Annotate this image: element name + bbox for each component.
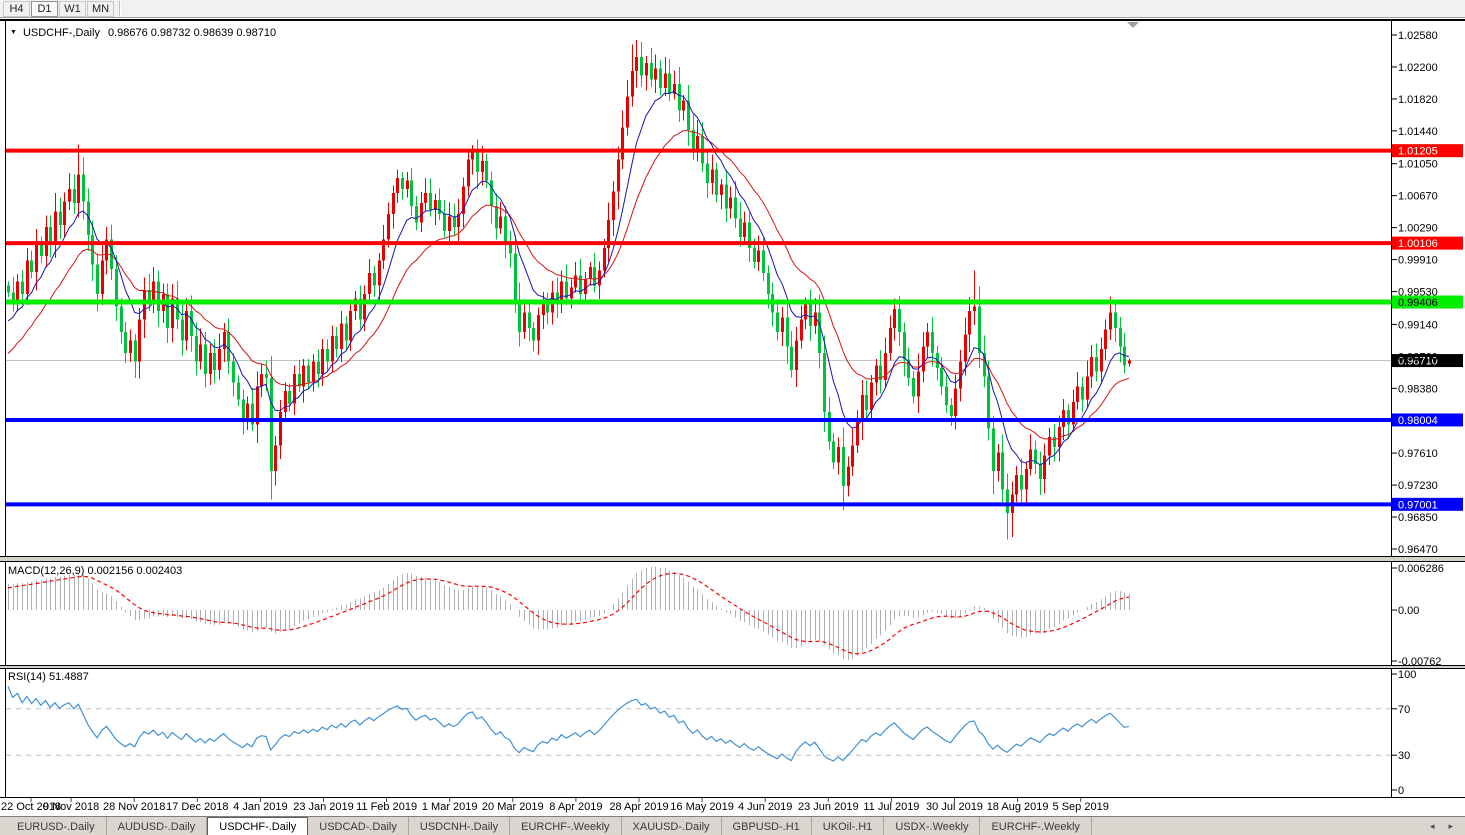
svg-text:0.98760: 0.98760 [1398,351,1438,363]
svg-text:11 Feb 2019: 11 Feb 2019 [356,801,417,813]
chart-ohlc-values: 0.98676 0.98732 0.98639 0.98710 [107,27,277,39]
svg-text:1.01050: 1.01050 [1398,159,1438,171]
tab-scroll-left-icon[interactable]: ◂ [1429,820,1435,831]
current-price-line: 0.98710 [6,354,1463,368]
ma-slow-line [7,130,1130,441]
toolbar-separator [119,1,121,16]
svg-text:5 Sep 2019: 5 Sep 2019 [1053,801,1109,813]
macd-signal-line [7,572,1130,655]
rsi-line [7,686,1130,762]
chart-tab-eurusd-daily[interactable]: EURUSD-.Daily [6,817,107,835]
chart-tab-eurchf-weekly[interactable]: EURCHF-.Weekly [980,817,1092,835]
timeframe-toolbar: H4 D1 W1 MN [0,0,1465,18]
svg-text:4 Jan 2019: 4 Jan 2019 [233,801,287,813]
timeframe-button-d1[interactable]: D1 [31,0,58,17]
timeframe-button-mn[interactable]: MN [87,0,114,17]
svg-text:16 May 2019: 16 May 2019 [670,801,734,813]
ma-fast-line [7,90,1130,466]
chart-window-borders [0,19,1465,798]
macd-indicator-label: MACD(12,26,9) 0.002156 0.002403 [8,565,183,577]
svg-text:0.98380: 0.98380 [1398,383,1438,395]
svg-text:0.99910: 0.99910 [1398,255,1438,267]
svg-text:30 Jul 2019: 30 Jul 2019 [926,801,983,813]
svg-text:0.006286: 0.006286 [1398,563,1444,575]
chart-tab-gbpusd-h1[interactable]: GBPUSD-.H1 [722,817,812,835]
svg-text:0.96850: 0.96850 [1398,512,1438,524]
chart-title: USDCHF-,Daily [22,27,100,39]
svg-text:1.01205: 1.01205 [1398,146,1438,158]
svg-text:17 Dec 2018: 17 Dec 2018 [166,801,228,813]
svg-text:0.97610: 0.97610 [1398,448,1438,460]
svg-text:0.98710: 0.98710 [1398,356,1438,368]
svg-text:23 Jan 2019: 23 Jan 2019 [293,801,354,813]
svg-text:0: 0 [1398,785,1404,797]
chart-tab-xauusd-daily[interactable]: XAUUSD-.Daily [622,817,722,835]
svg-text:28 Apr 2019: 28 Apr 2019 [609,801,668,813]
svg-text:0.96470: 0.96470 [1398,544,1438,556]
svg-text:100: 100 [1398,669,1416,681]
svg-text:0.99140: 0.99140 [1398,319,1438,331]
svg-text:70: 70 [1398,704,1410,716]
svg-text:30: 30 [1398,750,1410,762]
svg-text:1.02580: 1.02580 [1398,30,1438,42]
tab-scroll-right-icon[interactable]: ▸ [1448,820,1453,831]
svg-text:1.00670: 1.00670 [1398,191,1438,203]
candles-layer [7,40,1131,540]
svg-text:0.97230: 0.97230 [1398,480,1438,492]
chart-tab-usdchf-daily[interactable]: USDCHF-.Daily [207,817,309,835]
symbol-tab-bar: EURUSD-.Daily AUDUSD-.Daily USDCHF-.Daily U… [0,816,1465,835]
svg-text:0.00: 0.00 [1398,605,1419,617]
svg-text:1 Mar 2019: 1 Mar 2019 [422,801,478,813]
symbol-dropdown-icon[interactable]: ▼ [10,29,17,36]
scroll-to-end-marker-icon[interactable] [1127,22,1139,28]
svg-text:9 Nov 2018: 9 Nov 2018 [43,801,99,813]
chart-tab-usdx-weekly[interactable]: USDX-.Weekly [884,817,981,835]
chart-tab-usdcad-daily[interactable]: USDCAD-.Daily [308,817,409,835]
svg-text:11 Jul 2019: 11 Jul 2019 [863,801,919,813]
timeframe-button-h4[interactable]: H4 [3,0,30,17]
svg-text:1.01820: 1.01820 [1398,94,1438,106]
rsi-indicator-label: RSI(14) 51.4887 [8,671,89,683]
chart-tab-ukoil-h1[interactable]: UKOil-.H1 [812,817,885,835]
horizontal-levels: 1.01205 1.00106 0.99406 0.98004 0.97001 [6,144,1463,511]
svg-text:22 Oct 2018: 22 Oct 2018 [1,801,61,813]
svg-text:0.98004: 0.98004 [1398,415,1438,427]
chart-tab-audusd-daily[interactable]: AUDUSD-.Daily [107,817,208,835]
svg-text:4 Jun 2019: 4 Jun 2019 [738,801,792,813]
chart-title-bar: ▼ USDCHF-,Daily 0.98676 0.98732 0.98639 0.… [10,27,276,39]
svg-text:1.00106: 1.00106 [1398,238,1438,250]
svg-text:1.02200: 1.02200 [1398,62,1438,74]
price-axis[interactable]: 1.02580 1.02200 1.01820 1.01440 1.01050 1.006… [1391,30,1438,556]
chart-tab-eurchf-weekly[interactable]: EURCHF-.Weekly [510,817,622,835]
svg-text:18 Aug 2019: 18 Aug 2019 [987,801,1049,813]
rsi-panel: 100 70 30 0 [6,669,1416,797]
timeframe-button-w1[interactable]: W1 [59,0,86,17]
svg-text:8 Apr 2019: 8 Apr 2019 [549,801,602,813]
svg-text:23 Jun 2019: 23 Jun 2019 [798,801,859,813]
svg-text:0.99406: 0.99406 [1398,297,1438,309]
svg-text:1.01440: 1.01440 [1398,126,1438,138]
chart-tab-usdcnh-daily[interactable]: USDCNH-.Daily [409,817,511,835]
svg-text:0.97001: 0.97001 [1398,499,1438,511]
svg-text:20 Mar 2019: 20 Mar 2019 [482,801,544,813]
chart-canvas[interactable]: 0.98710 1.02580 1.02200 1.01820 1.01440 1.010… [0,19,1465,815]
svg-text:1.00290: 1.00290 [1398,223,1438,235]
svg-text:28 Nov 2018: 28 Nov 2018 [103,801,165,813]
